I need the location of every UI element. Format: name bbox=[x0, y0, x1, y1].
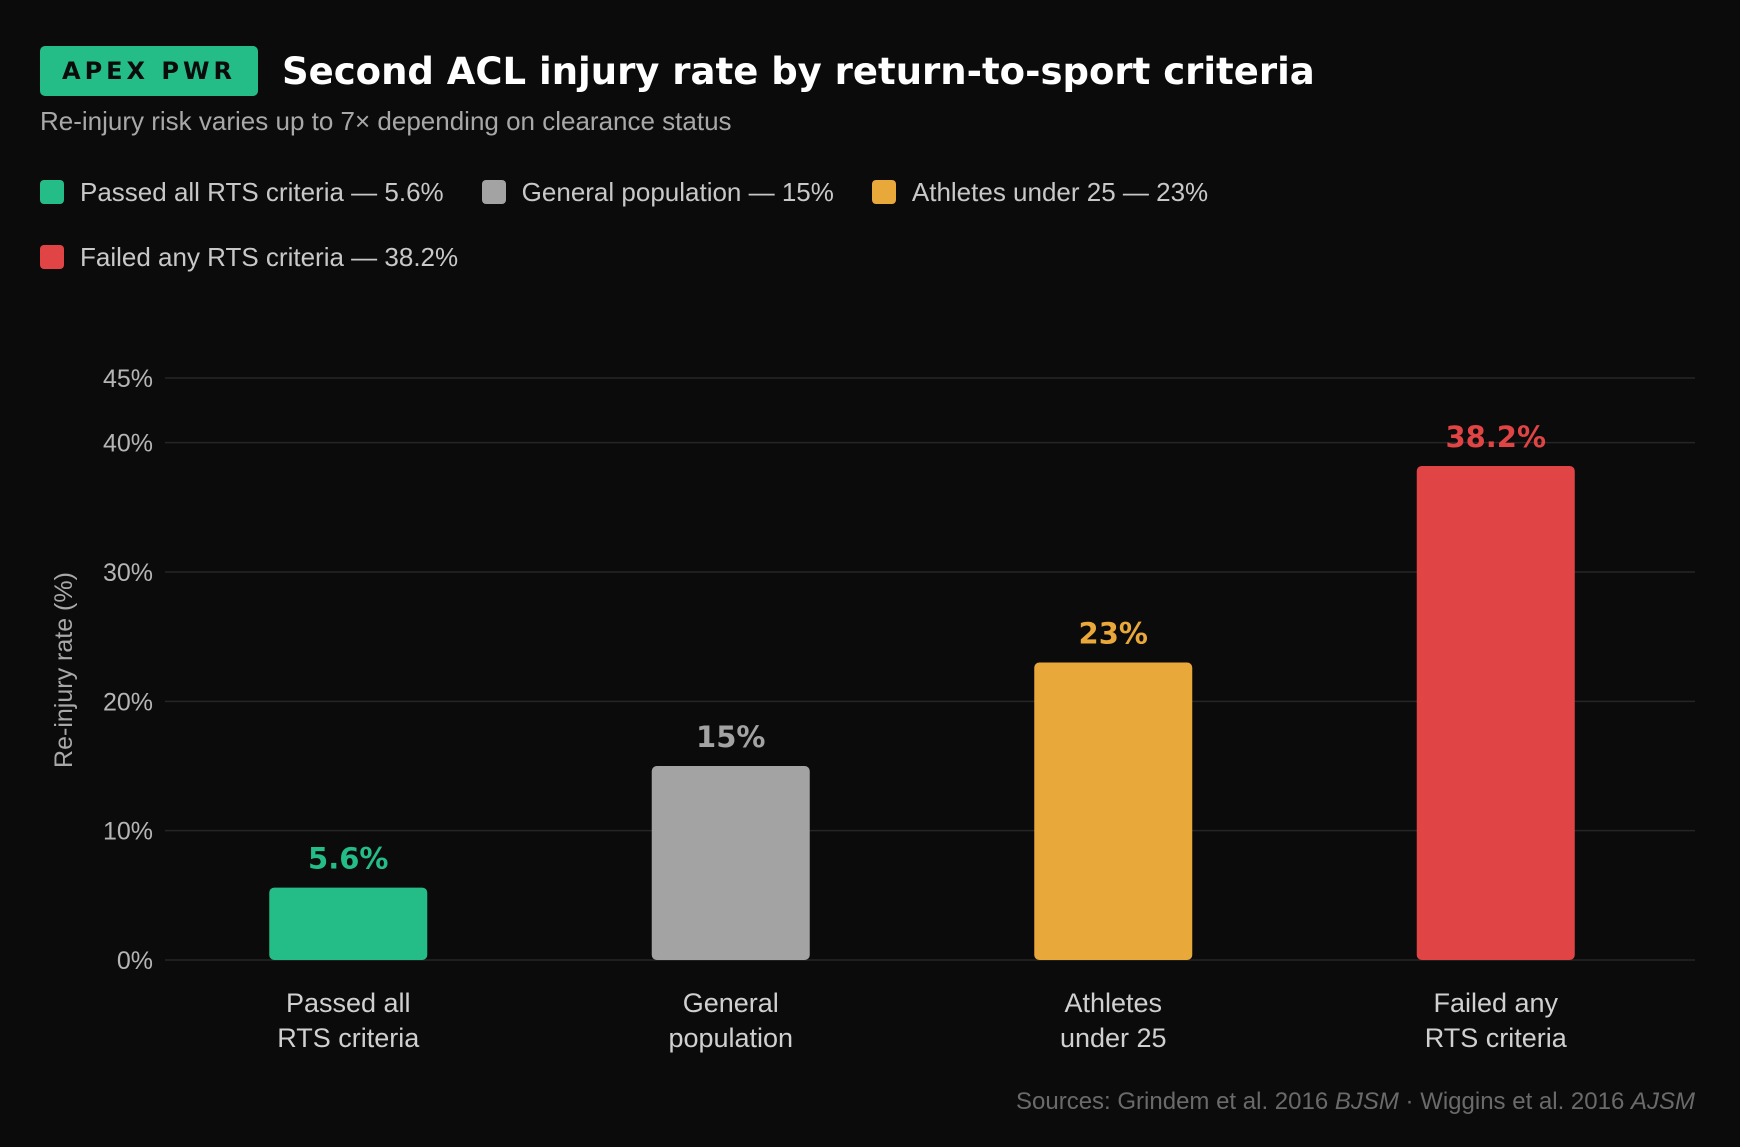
x-category-label: Athletes under 25 bbox=[1060, 988, 1167, 1053]
y-tick-label: 0% bbox=[117, 947, 153, 975]
source-separator: · Wiggins et al. 2016 bbox=[1398, 1088, 1631, 1115]
x-category-label-line: Passed all bbox=[286, 988, 411, 1018]
y-tick-label: 10% bbox=[103, 818, 153, 846]
legend-swatch bbox=[40, 180, 64, 204]
legend-label: General population — 15% bbox=[521, 176, 834, 207]
chart-title: Second ACL injury rate by return-to-spor… bbox=[281, 49, 1315, 93]
chart-legend: Passed all RTS criteria — 5.6% General po… bbox=[40, 172, 1340, 302]
x-category-label-line: General bbox=[683, 988, 779, 1018]
legend-item: General population — 15% bbox=[481, 176, 834, 208]
legend-swatch bbox=[871, 180, 896, 204]
x-category-label-line: Failed any bbox=[1433, 988, 1558, 1018]
legend-swatch bbox=[40, 245, 64, 269]
source-prefix: Sources: Grindem et al. 2016 bbox=[1016, 1088, 1335, 1115]
brand-badge: APEX PWR bbox=[40, 46, 258, 96]
y-tick-label: 30% bbox=[103, 559, 153, 587]
source-note: Sources: Grindem et al. 2016 BJSM · Wigg… bbox=[1016, 1088, 1695, 1116]
legend-label: Failed any RTS criteria — 38.2% bbox=[80, 241, 459, 272]
x-category-label: Passed all RTS criteria bbox=[277, 988, 420, 1053]
legend-item: Athletes under 25 — 23% bbox=[871, 176, 1209, 208]
bar bbox=[651, 766, 810, 960]
bar-value-label: 15% bbox=[696, 720, 765, 754]
x-category-label: Failed any RTS criteria bbox=[1425, 988, 1568, 1053]
y-tick-label: 20% bbox=[103, 688, 153, 716]
x-category-label-line: population bbox=[668, 1023, 793, 1053]
legend-swatch bbox=[481, 180, 506, 204]
x-category-label-line: Athletes bbox=[1064, 988, 1162, 1018]
bar bbox=[269, 887, 428, 960]
legend-item: Failed any RTS criteria — 38.2% bbox=[40, 242, 458, 273]
legend-item: Passed all RTS criteria — 5.6% bbox=[40, 177, 444, 208]
bar bbox=[1034, 662, 1193, 960]
chart-subtitle: Re-injury risk varies up to 7× depending… bbox=[40, 106, 732, 136]
y-tick-label: 40% bbox=[103, 430, 153, 458]
y-axis-title: Re-injury rate (%) bbox=[50, 572, 78, 768]
bar-value-label: 38.2% bbox=[1445, 420, 1546, 454]
bar-value-label: 23% bbox=[1079, 617, 1148, 651]
legend-label: Athletes under 25 — 23% bbox=[911, 176, 1209, 207]
y-tick-label: 45% bbox=[103, 365, 153, 393]
chart-header: APEX PWR Second ACL injury rate by retur… bbox=[40, 46, 1315, 96]
legend-row: Failed any RTS criteria — 38.2% bbox=[40, 237, 1340, 277]
source-journal-2: AJSM bbox=[1630, 1088, 1695, 1115]
x-category-label: General population bbox=[668, 988, 793, 1053]
source-journal-1: BJSM bbox=[1334, 1088, 1399, 1115]
x-category-label-line: RTS criteria bbox=[1425, 1023, 1568, 1053]
legend-label: Passed all RTS criteria — 5.6% bbox=[80, 176, 444, 207]
legend-row: Passed all RTS criteria — 5.6% General po… bbox=[40, 172, 1340, 212]
bar-value-label: 5.6% bbox=[308, 842, 388, 876]
x-category-label-line: under 25 bbox=[1060, 1023, 1167, 1053]
x-category-label-line: RTS criteria bbox=[277, 1023, 420, 1053]
bar bbox=[1416, 465, 1575, 960]
